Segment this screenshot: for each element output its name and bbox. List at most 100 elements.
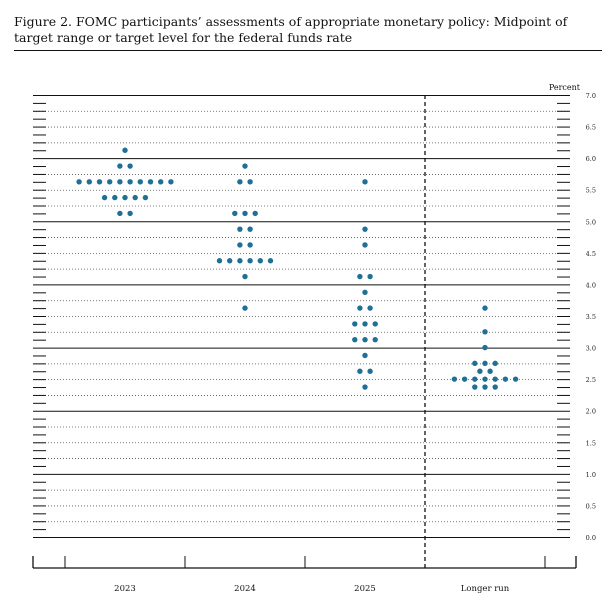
participant-dot: [482, 384, 488, 390]
participant-dot: [117, 163, 123, 169]
participant-dot: [502, 376, 509, 382]
participant-dot: [357, 273, 363, 280]
participant-dot: [137, 179, 143, 185]
participant-dot: [492, 384, 498, 390]
participant-dot: [142, 194, 149, 201]
participant-dot: [362, 179, 368, 185]
participant-dot: [112, 194, 118, 201]
participant-dot: [237, 242, 243, 248]
participant-dot: [482, 305, 488, 311]
axis-layer: [32, 95, 577, 569]
participant-dot: [362, 226, 368, 232]
y-tick-label: 6.0: [586, 155, 596, 163]
participant-dot: [367, 368, 373, 374]
participant-dot: [132, 194, 138, 201]
participant-dot: [362, 242, 368, 248]
figure-caption: Figure 2. FOMC participants’ assessments…: [14, 14, 600, 46]
participant-dot: [372, 336, 378, 343]
y-tick-label: 5.5: [586, 187, 596, 195]
participant-dot: [247, 226, 253, 232]
participant-dot: [362, 384, 368, 390]
label-layer: 0.0 0.5 1.0 1.5 2.0 2.5 3.0 3.5 4.0 4.5 5.0 5.5 6.0 6…: [114, 83, 596, 594]
y-tick-label: 4.0: [586, 281, 596, 289]
participant-dot: [232, 210, 238, 217]
participant-dot: [122, 147, 128, 153]
participant-dot: [242, 305, 248, 311]
participant-dot: [257, 258, 263, 264]
participant-dot: [96, 179, 103, 185]
participant-dot: [147, 179, 154, 185]
participant-dot: [512, 376, 519, 382]
y-tick-label: 4.5: [586, 250, 596, 258]
x-category-label: 2023: [114, 584, 136, 594]
participant-dot: [86, 179, 93, 185]
participant-dot: [472, 360, 478, 367]
y-tick-label: 3.5: [586, 313, 596, 321]
x-category-label: 2024: [234, 584, 256, 594]
participant-dot: [372, 321, 378, 327]
participant-dot: [477, 368, 483, 374]
participant-dot: [461, 376, 468, 382]
participant-dot: [237, 226, 243, 232]
y-tick-label: 1.0: [586, 471, 596, 479]
participant-dot: [451, 376, 458, 382]
participant-dot: [158, 179, 164, 185]
participant-dot: [357, 368, 363, 374]
y-tick-label: 1.5: [586, 439, 596, 447]
participant-dot: [237, 258, 243, 264]
participant-dot: [127, 210, 133, 217]
participant-dot: [352, 336, 358, 343]
participant-dot: [237, 179, 243, 185]
y-tick-label: 3.0: [586, 345, 596, 353]
y-tick-label: 0.0: [586, 534, 596, 542]
figure-title: FOMC participants’ assessments of approp…: [14, 14, 568, 45]
participant-dot: [242, 210, 248, 217]
participant-dot: [267, 258, 274, 264]
participant-dot: [216, 258, 223, 264]
y-tick-label: 5.0: [586, 218, 596, 226]
participant-dot: [117, 179, 123, 185]
participant-dot: [247, 179, 253, 185]
participant-dot: [487, 368, 493, 374]
y-axis-label: Percent: [549, 83, 581, 92]
participant-dot: [367, 305, 373, 311]
participant-dot: [242, 273, 248, 280]
y-tick-label: 0.5: [586, 502, 596, 510]
participant-dot: [482, 360, 488, 367]
participant-dot: [247, 258, 253, 264]
participant-dot: [492, 376, 498, 382]
participant-dot: [117, 210, 123, 217]
participant-dot: [168, 179, 174, 185]
participant-dot: [362, 336, 368, 343]
x-category-label: Longer run: [461, 584, 510, 594]
participant-dot: [482, 344, 488, 351]
participant-dot: [242, 163, 248, 169]
figure-label: Figure 2.: [14, 14, 72, 29]
participant-dot: [482, 376, 488, 382]
participant-dot: [247, 242, 253, 248]
participant-dot: [482, 329, 488, 335]
participant-dot: [122, 194, 128, 201]
participant-dot: [362, 352, 368, 359]
participant-dot: [362, 321, 368, 327]
participant-dot: [367, 273, 373, 280]
y-tick-label: 2.0: [586, 408, 596, 416]
participant-dot: [101, 194, 108, 201]
participant-dot: [107, 179, 113, 185]
y-tick-label: 6.5: [586, 124, 596, 132]
caption-rule: [14, 50, 602, 51]
participant-dot: [362, 289, 368, 296]
participant-dot: [357, 305, 363, 311]
participant-dot: [352, 321, 358, 327]
dots-layer: [76, 147, 519, 390]
participant-dot: [127, 163, 133, 169]
y-tick-label: 2.5: [586, 376, 596, 384]
participant-dot: [127, 179, 133, 185]
participant-dot: [472, 376, 478, 382]
participant-dot: [227, 258, 233, 264]
participant-dot: [76, 179, 82, 185]
y-tick-label: 7.0: [586, 92, 596, 100]
participant-dot: [492, 360, 498, 367]
grid-layer: [33, 95, 570, 538]
